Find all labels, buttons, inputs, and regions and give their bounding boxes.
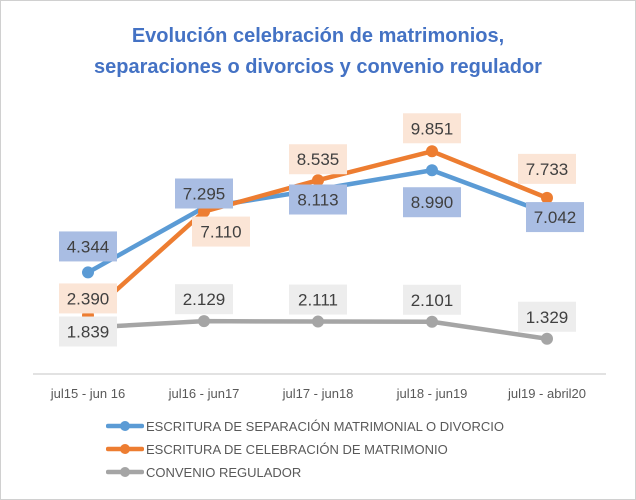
data-label-box [289,284,347,315]
data-label-box [526,202,584,233]
legend-label: CONVENIO REGULADOR [146,464,302,480]
data-label-box [289,184,347,215]
x-tick-label: jul15 - jun 16 [50,386,125,401]
data-label: 9.851 [411,119,454,138]
x-tick-label: jul17 - jun18 [282,386,354,401]
data-label: 4.344 [67,237,110,256]
chart-title-line-2: separaciones o divorcios y convenio regu… [94,56,542,78]
data-point [426,315,438,328]
data-label-box [59,231,117,262]
data-label: 2.390 [67,289,110,308]
data-point [541,191,553,204]
data-label: 2.101 [411,291,454,310]
data-point [198,315,210,328]
data-label-box [403,284,461,315]
data-label-box [175,178,233,209]
data-label: 7.110 [200,223,241,242]
data-label-box [289,144,347,175]
chart-title-line-1: Evolución celebración de matrimonios, [131,25,505,47]
legend-label: ESCRITURA DE CELEBRACIÓN DE MATRIMONIO [146,441,448,457]
x-tick-label: jul19 - abril20 [507,386,586,401]
legend-item: CONVENIO REGULADOR [106,462,301,482]
plot-area: jul15 - jun 16 jul16 - jun17 jul17 - jun18… [33,113,606,401]
data-label: 1.329 [526,308,569,327]
legend-marker-icon [106,421,144,431]
legend-item: ESCRITURA DE SEPARACIÓN MATRIMONIAL O DI… [106,416,504,436]
data-label: 1.839 [67,323,110,342]
legend-marker-icon [106,467,144,477]
data-label: 8.990 [411,193,454,212]
data-label: 2.129 [183,290,226,309]
data-label: 2.111 [298,291,338,310]
data-label-box [403,187,461,218]
data-label: 7.295 [183,185,226,204]
data-label-box [59,316,117,347]
data-point [82,266,94,279]
data-point [312,174,324,187]
legend-marker-icon [106,444,144,454]
legend-item: ESCRITURA DE CELEBRACIÓN DE MATRIMONIO [106,439,448,459]
data-label: 7.733 [526,160,569,179]
data-label: 7.042 [534,208,577,227]
legend-label: ESCRITURA DE SEPARACIÓN MATRIMONIAL O DI… [146,418,505,434]
x-tick-label: jul18 - jun19 [396,386,468,401]
x-tick-label: jul16 - jun17 [168,386,240,401]
data-point [541,332,553,345]
data-point [426,164,438,177]
data-label-box [175,284,233,315]
data-label: 8.535 [297,150,340,169]
data-label: 8.113 [297,191,338,210]
data-point [198,205,210,218]
data-label-box [518,301,576,332]
data-label-box [403,113,461,144]
data-label-box [192,216,250,247]
data-label-box [59,283,117,314]
data-label-box [518,153,576,184]
data-point [312,315,324,328]
data-point [426,145,438,158]
